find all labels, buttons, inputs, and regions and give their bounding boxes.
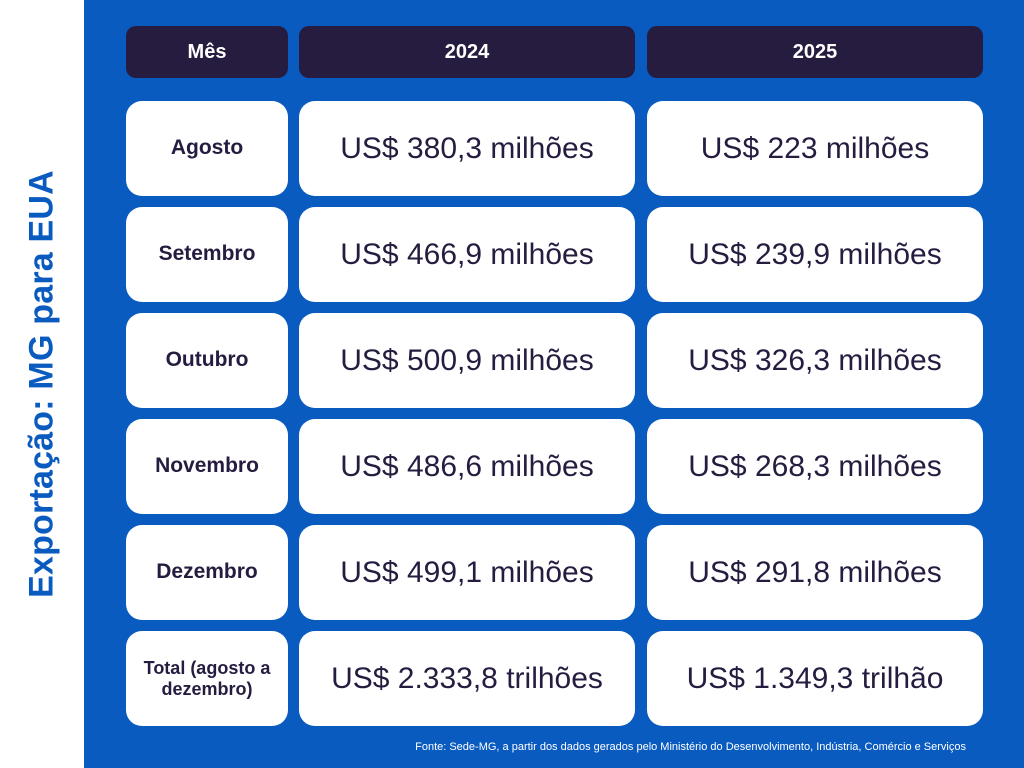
value-2025-cell: US$ 326,3 milhões xyxy=(647,313,983,408)
header-2024: 2024 xyxy=(299,26,635,78)
header-month: Mês xyxy=(126,26,288,78)
month-cell: Dezembro xyxy=(126,525,288,620)
value-2024-cell: US$ 500,9 milhões xyxy=(299,313,635,408)
source-note: Fonte: Sede-MG, a partir dos dados gerad… xyxy=(415,741,966,753)
value-2025-cell: US$ 239,9 milhões xyxy=(647,207,983,302)
month-cell: Setembro xyxy=(126,207,288,302)
month-cell: Novembro xyxy=(126,419,288,514)
value-2025-cell: US$ 291,8 milhões xyxy=(647,525,983,620)
sidebar: Exportação: MG para EUA xyxy=(0,0,84,768)
value-2024-cell: US$ 499,1 milhões xyxy=(299,525,635,620)
value-2025-cell: US$ 223 milhões xyxy=(647,101,983,196)
total-label-cell: Total (agosto a dezembro) xyxy=(126,631,288,726)
table-panel: Mês 2024 2025 Agosto US$ 380,3 milhões U… xyxy=(84,0,1024,768)
value-2024-cell: US$ 380,3 milhões xyxy=(299,101,635,196)
value-2025-cell: US$ 268,3 milhões xyxy=(647,419,983,514)
month-cell: Agosto xyxy=(126,101,288,196)
header-2025: 2025 xyxy=(647,26,983,78)
value-2024-cell: US$ 466,9 milhões xyxy=(299,207,635,302)
total-2024-cell: US$ 2.333,8 trilhões xyxy=(299,631,635,726)
value-2024-cell: US$ 486,6 milhões xyxy=(299,419,635,514)
total-2025-cell: US$ 1.349,3 trilhão xyxy=(647,631,983,726)
vertical-title: Exportação: MG para EUA xyxy=(22,170,61,598)
month-cell: Outubro xyxy=(126,313,288,408)
